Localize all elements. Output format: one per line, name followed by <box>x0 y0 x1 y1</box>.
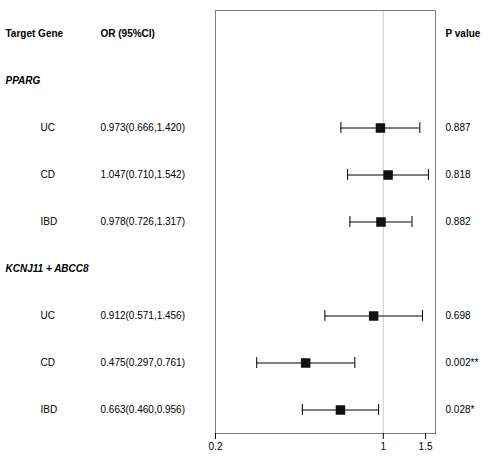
svg-text:0.002**: 0.002** <box>446 357 479 368</box>
svg-text:0.2: 0.2 <box>209 441 223 452</box>
svg-text:PPARG: PPARG <box>6 75 41 86</box>
svg-text:1.047(0.710,1.542): 1.047(0.710,1.542) <box>101 169 186 180</box>
svg-text:0.912(0.571,1.456): 0.912(0.571,1.456) <box>101 310 186 321</box>
svg-text:KCNJ11 + ABCC8: KCNJ11 + ABCC8 <box>6 263 90 274</box>
svg-text:0.882: 0.882 <box>446 216 471 227</box>
svg-text:P value: P value <box>446 28 481 39</box>
svg-text:Target Gene: Target Gene <box>6 28 64 39</box>
svg-text:0.978(0.726,1.317): 0.978(0.726,1.317) <box>101 216 186 227</box>
svg-text:UC: UC <box>41 310 55 321</box>
svg-text:OR (95%CI): OR (95%CI) <box>101 28 155 39</box>
svg-text:CD: CD <box>41 169 55 180</box>
svg-text:IBD: IBD <box>41 216 58 227</box>
svg-text:0.887: 0.887 <box>446 122 471 133</box>
svg-text:0.698: 0.698 <box>446 310 471 321</box>
svg-text:0.028*: 0.028* <box>446 404 475 415</box>
svg-text:UC: UC <box>41 122 55 133</box>
svg-text:CD: CD <box>41 357 55 368</box>
svg-text:IBD: IBD <box>41 404 58 415</box>
svg-text:0.818: 0.818 <box>446 169 471 180</box>
svg-text:0.475(0.297,0.761): 0.475(0.297,0.761) <box>101 357 186 368</box>
svg-text:0.973(0.666,1.420): 0.973(0.666,1.420) <box>101 122 186 133</box>
svg-text:0.663(0.460,0.956): 0.663(0.460,0.956) <box>101 404 186 415</box>
svg-text:1: 1 <box>381 441 387 452</box>
svg-text:1.5: 1.5 <box>419 441 433 452</box>
